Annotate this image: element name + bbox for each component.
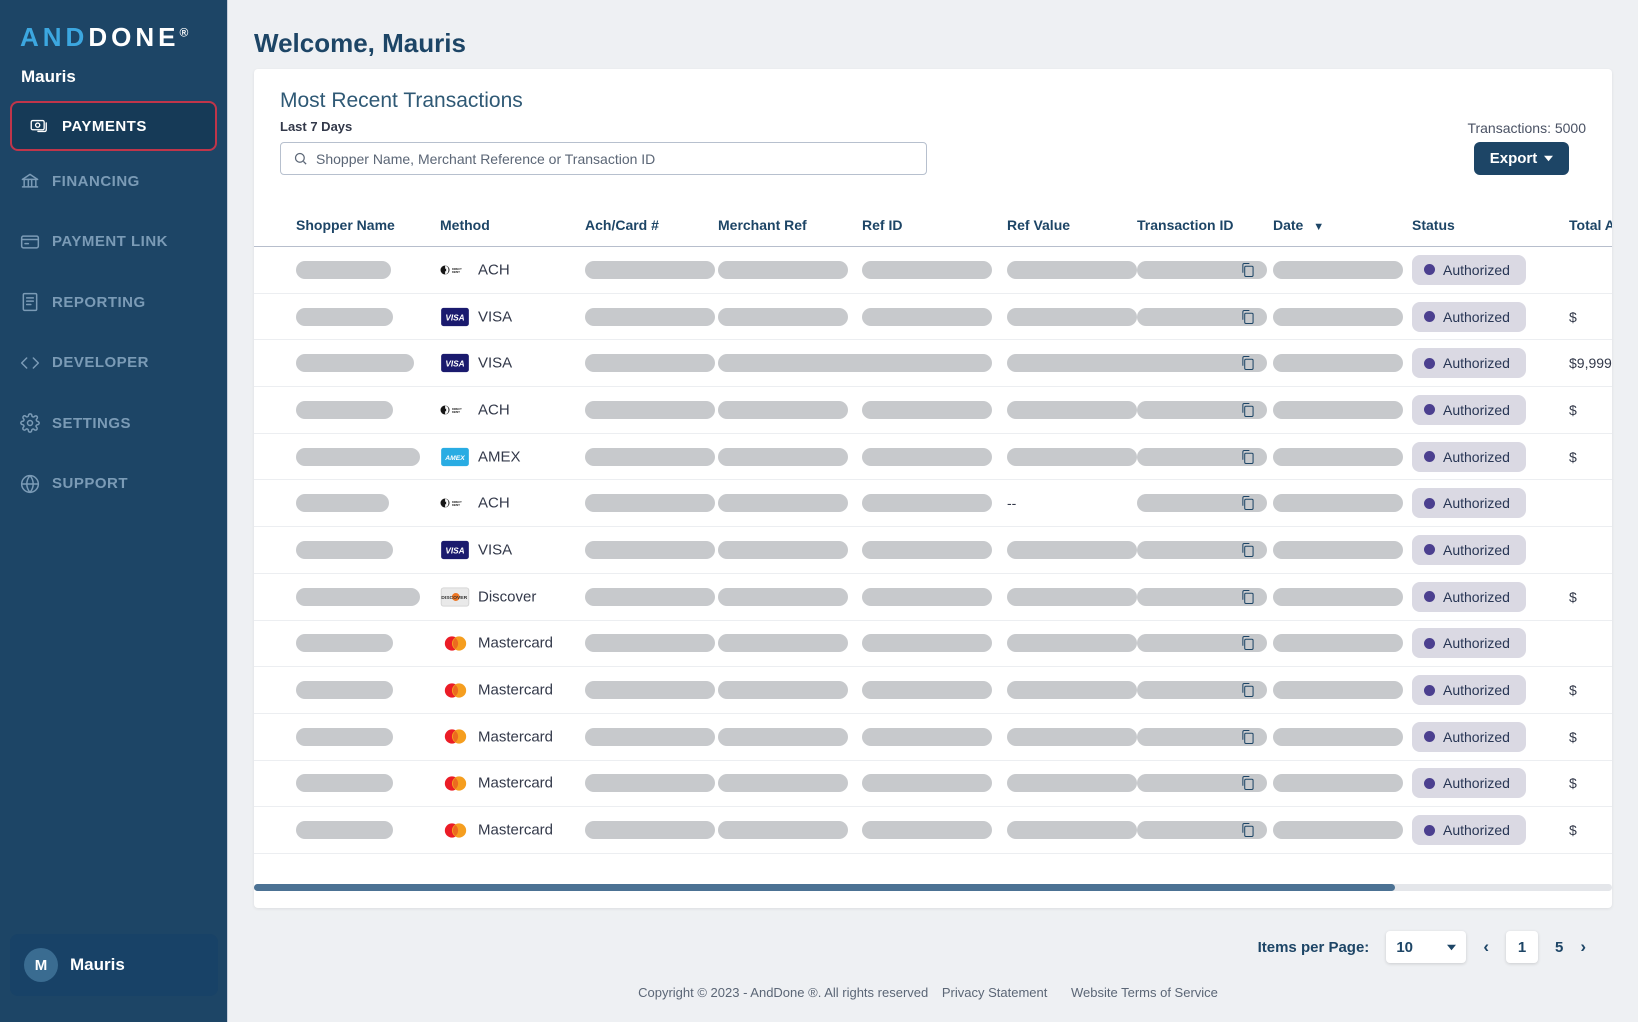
svg-text:DEBIT: DEBIT [452,503,460,507]
svg-text:VISA: VISA [445,546,464,556]
svg-text:DISCOVER: DISCOVER [441,595,467,601]
svg-text:DIRECT: DIRECT [452,500,462,504]
svg-text:DIRECT: DIRECT [452,267,462,271]
svg-text:VISA: VISA [445,359,464,369]
svg-text:DEBIT: DEBIT [452,410,460,414]
svg-text:DIRECT: DIRECT [452,407,462,411]
svg-text:VISA: VISA [445,312,464,322]
svg-text:DEBIT: DEBIT [452,270,460,274]
svg-text:AMEX: AMEX [444,454,465,461]
